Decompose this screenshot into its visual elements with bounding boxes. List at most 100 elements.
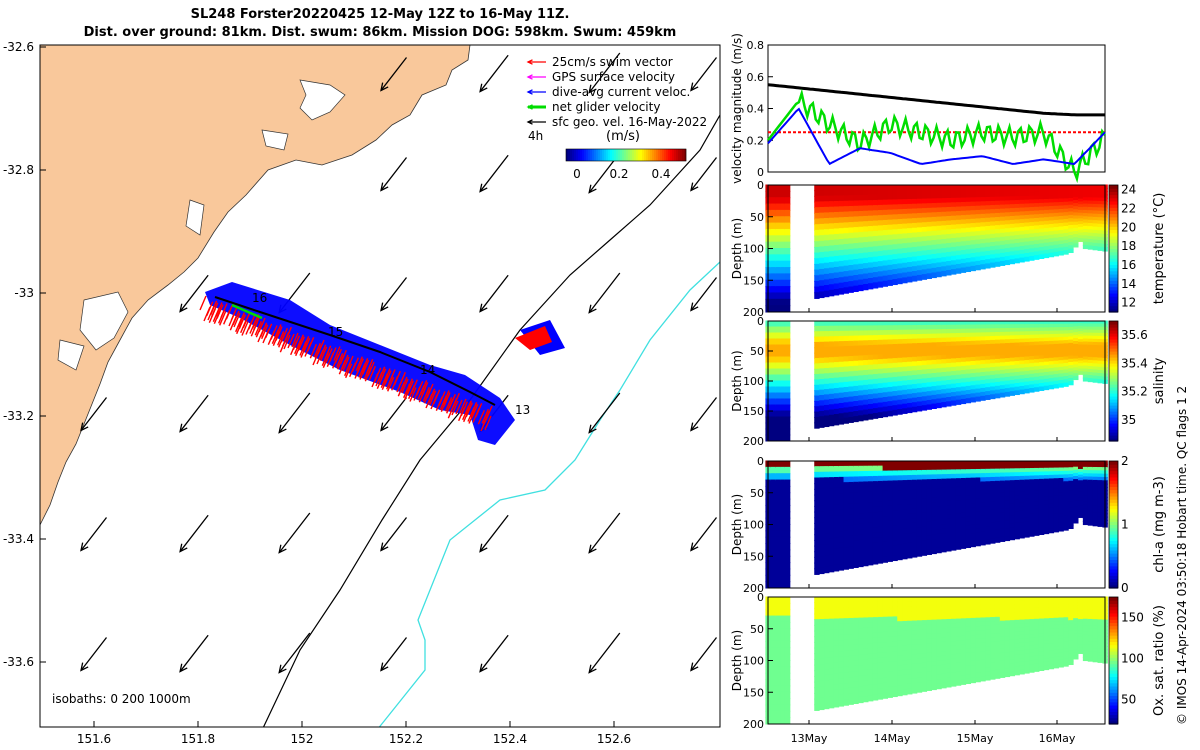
section-cell: [1092, 332, 1099, 337]
section-cell: [1073, 376, 1079, 381]
section-cell: [1043, 467, 1050, 473]
section-cell: [970, 520, 976, 526]
section-cell: [784, 574, 791, 583]
section-cell: [775, 685, 781, 693]
section-cell: [990, 378, 996, 384]
section-cell: [975, 536, 981, 543]
section-cell: [1024, 345, 1030, 351]
section-cell: [1034, 243, 1040, 249]
section-cell: [990, 200, 996, 207]
section-cell: [1038, 475, 1045, 480]
section-cell: [1082, 187, 1089, 192]
section-cell: [902, 343, 908, 350]
section-cell: [1058, 478, 1064, 483]
section-cell: [1063, 340, 1069, 345]
section-cell: [1068, 524, 1074, 530]
section-cell: [1097, 184, 1103, 189]
swim-vector-mark: [465, 402, 473, 417]
section-cell: [1048, 471, 1055, 476]
section-cell: [824, 669, 830, 676]
section-cell: [1068, 487, 1074, 492]
section-cell: [877, 662, 884, 670]
colorbar-label: salinity: [1152, 357, 1167, 404]
section-cell: [1048, 482, 1055, 487]
swim-vector-mark: [374, 367, 382, 383]
section-cell: [907, 393, 913, 400]
section-cell: [838, 356, 845, 363]
section-cell: [911, 365, 918, 372]
section-cell: [931, 399, 937, 405]
section-cell: [1019, 203, 1025, 209]
section-cell: [828, 640, 835, 648]
section-cell: [1014, 460, 1020, 466]
section-cell: [921, 531, 928, 537]
section-cell: [814, 235, 820, 243]
section-cell: [1004, 464, 1011, 470]
section-cell: [858, 644, 864, 651]
section-cell: [975, 352, 981, 358]
section-cell: [1068, 470, 1074, 476]
section-cell: [770, 356, 776, 364]
section-cell: [1009, 215, 1016, 221]
section-cell: [1092, 378, 1099, 383]
section-cell: [784, 609, 791, 617]
section-cell: [1038, 493, 1045, 499]
section-cell: [1073, 221, 1079, 226]
section-cell: [990, 221, 996, 227]
swim-vector-mark: [279, 337, 287, 353]
section-cell: [848, 406, 854, 413]
section-cell: [863, 345, 869, 352]
section-cell: [892, 671, 898, 678]
section-cell: [1029, 203, 1035, 209]
section-cell: [838, 282, 845, 290]
section-cell: [833, 272, 840, 279]
section-cell: [892, 475, 898, 482]
section-cell: [780, 602, 786, 611]
section-cell: [970, 524, 976, 531]
section-cell: [1019, 498, 1025, 504]
section-cell: [833, 388, 840, 395]
section-cell: [897, 381, 903, 387]
section-cell: [828, 256, 835, 264]
section-cell: [1038, 511, 1045, 517]
colorbar-cell: [1109, 584, 1118, 589]
section-cell: [1038, 372, 1045, 378]
section-cell: [1092, 229, 1099, 235]
section-cell: [877, 412, 884, 419]
section-cell: [985, 263, 991, 269]
section-cell: [1038, 526, 1045, 532]
section-cell: [926, 221, 932, 228]
section-cell: [907, 688, 913, 695]
section-cell: [911, 338, 918, 345]
section-cell: [770, 398, 776, 406]
section-cell: [1092, 338, 1099, 343]
section-cell: [950, 255, 957, 262]
section-cell: [882, 501, 889, 508]
colorbar-cell: [1109, 402, 1118, 406]
section-cell: [1004, 331, 1011, 337]
section-cell: [1097, 460, 1103, 465]
section-cell: [965, 469, 972, 475]
section-cell: [990, 233, 996, 239]
section-cell: [926, 539, 932, 546]
section-cell: [926, 324, 932, 331]
section-cell: [1014, 188, 1020, 194]
section-cell: [887, 505, 893, 512]
section-cell: [819, 190, 825, 197]
section-cell: [936, 239, 942, 246]
section-cell: [941, 329, 947, 335]
section-cell: [784, 511, 791, 519]
section-cell: [1097, 463, 1103, 469]
section-cell: [775, 517, 781, 525]
section-cell: [814, 400, 820, 408]
section-cell: [843, 509, 849, 516]
section-cell: [907, 252, 913, 259]
section-cell: [877, 683, 884, 690]
section-cell: [921, 212, 928, 219]
section-cell: [892, 621, 898, 628]
section-cell: [838, 678, 845, 685]
sfc-velocity-arrow: [690, 157, 718, 192]
section-cell: [926, 235, 932, 242]
section-cell: [1068, 187, 1074, 193]
section-cell: [975, 209, 981, 216]
